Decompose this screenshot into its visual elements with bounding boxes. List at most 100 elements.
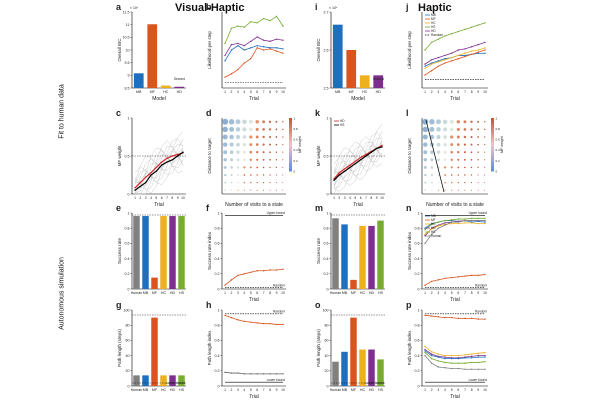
heat-cell-l xyxy=(429,119,435,125)
ylabel-b: Likelihood per step xyxy=(207,31,212,69)
heat-cell-l xyxy=(422,126,429,133)
exponent-i: × 10⁴ xyxy=(329,6,338,10)
ylabel-d: Distance to target xyxy=(207,138,212,174)
heat-cell-d xyxy=(229,142,234,147)
heat-cell-d xyxy=(282,151,284,153)
point-p-MB xyxy=(424,350,426,352)
colorbar-tick-d: 0.2 xyxy=(294,159,299,163)
heat-cell-l xyxy=(484,159,486,161)
heat-cell-l xyxy=(437,173,440,177)
bar-m-HD xyxy=(368,225,375,289)
bar-label-g-Human: Human xyxy=(131,388,143,392)
colorbar-segment-d xyxy=(289,128,292,132)
series-line-c-HD xyxy=(134,152,184,189)
point-h-MF xyxy=(237,319,239,321)
bar-g-Human xyxy=(133,375,140,386)
point-b-MB xyxy=(243,49,246,51)
series-line-p-HC xyxy=(424,346,486,357)
ytick-label-o: 20 xyxy=(325,369,329,373)
heat-cell-l xyxy=(470,182,473,184)
heat-cell-d xyxy=(282,144,284,146)
bar-g-MF xyxy=(151,317,158,386)
heat-cell-d xyxy=(282,182,284,184)
heat-cell-d xyxy=(275,174,277,176)
heat-cell-l xyxy=(450,135,454,139)
xlabel-f: Trial xyxy=(249,297,259,303)
annotation-n-Upper bound: Upper bound xyxy=(469,211,488,215)
heat-cell-l xyxy=(443,158,447,162)
ytick-label-i: 2.7 xyxy=(324,10,329,14)
colorbar-segment-l xyxy=(491,147,494,151)
point-j-HS xyxy=(450,33,453,35)
colorbar-tick-d: 0 xyxy=(294,170,296,174)
point-h-MF xyxy=(262,322,265,325)
colorbar-segment-l xyxy=(491,123,494,127)
xtick-p: 2 xyxy=(431,388,433,392)
annotation-p-Random: Random xyxy=(475,309,487,313)
point-c-HD xyxy=(144,176,147,178)
subject-trace-c xyxy=(134,131,184,183)
xtick-h: 4 xyxy=(243,388,245,392)
ytick-label-f: 0.2 xyxy=(215,272,220,276)
series-line-b-HD xyxy=(224,36,284,56)
bar-m-HC xyxy=(359,225,366,289)
heat-cell-l xyxy=(430,150,434,155)
xtick-h: 3 xyxy=(237,388,239,392)
xtick-h: 10 xyxy=(281,388,285,392)
heat-cell-l xyxy=(457,181,459,184)
heat-cell-l xyxy=(424,181,427,184)
xtick-j: 2 xyxy=(431,90,433,94)
point-k-HD xyxy=(365,153,367,156)
xlabel-p: Trial xyxy=(450,394,460,400)
colorbar-segment-l xyxy=(491,141,494,145)
heat-cell-d xyxy=(256,189,258,191)
point-j-HD xyxy=(430,59,433,61)
heat-cell-d xyxy=(268,135,272,139)
xtick-n: 3 xyxy=(437,291,439,295)
colorbar-label-d: MF weight xyxy=(298,136,302,153)
heat-cell-d xyxy=(275,136,278,138)
point-p-MB xyxy=(457,357,460,360)
ytick-label-g: 40 xyxy=(126,354,130,358)
point-n-HS xyxy=(470,217,473,220)
heat-cell-d xyxy=(248,127,253,132)
heat-cell-d xyxy=(262,151,265,154)
series-line-h-Others xyxy=(224,371,283,375)
point-j-MF xyxy=(437,65,440,67)
series-line-n-HC xyxy=(424,222,485,235)
xtick-b: 6 xyxy=(256,90,258,94)
point-b-HD xyxy=(282,39,284,41)
point-b-HD xyxy=(262,39,265,41)
point-p-MF xyxy=(484,318,486,320)
point-j-HD xyxy=(450,52,453,54)
point-b-HS xyxy=(224,42,226,45)
colorbar-tick-l: 1 xyxy=(496,116,498,120)
point-h-Others xyxy=(243,373,246,375)
point-j-HC xyxy=(450,56,453,59)
heat-cell-l xyxy=(456,120,460,124)
heat-cell-l xyxy=(477,182,479,184)
point-n-HS xyxy=(444,219,446,222)
panel-letter-n: n xyxy=(406,203,412,213)
heat-cell-d xyxy=(255,127,259,131)
heat-cell-l xyxy=(470,135,473,139)
heat-cell-d xyxy=(243,166,246,169)
subject-trace-k xyxy=(333,149,383,192)
heat-cell-l xyxy=(451,189,453,191)
xlabel-n: Trial xyxy=(450,297,460,303)
subject-trace-k xyxy=(333,141,383,188)
heat-cell-d xyxy=(275,151,278,153)
colorbar-segment-d xyxy=(289,141,292,145)
ytick-label-e: 0.8 xyxy=(125,227,130,231)
annotation-f-Random: Random xyxy=(273,283,285,287)
xlabel-c: Trial xyxy=(154,202,164,208)
point-h-MF xyxy=(256,322,258,324)
subject-trace-c xyxy=(135,154,184,195)
panel-letter-h: h xyxy=(206,300,212,310)
heat-cell-d xyxy=(242,135,247,139)
bar-label-e-HD: HD xyxy=(170,291,176,295)
colorbar-segment-l xyxy=(491,163,494,167)
ytick-label-a: 10.5 xyxy=(123,36,130,40)
point-b-HD xyxy=(256,36,258,38)
bar-i-MB xyxy=(332,24,343,89)
